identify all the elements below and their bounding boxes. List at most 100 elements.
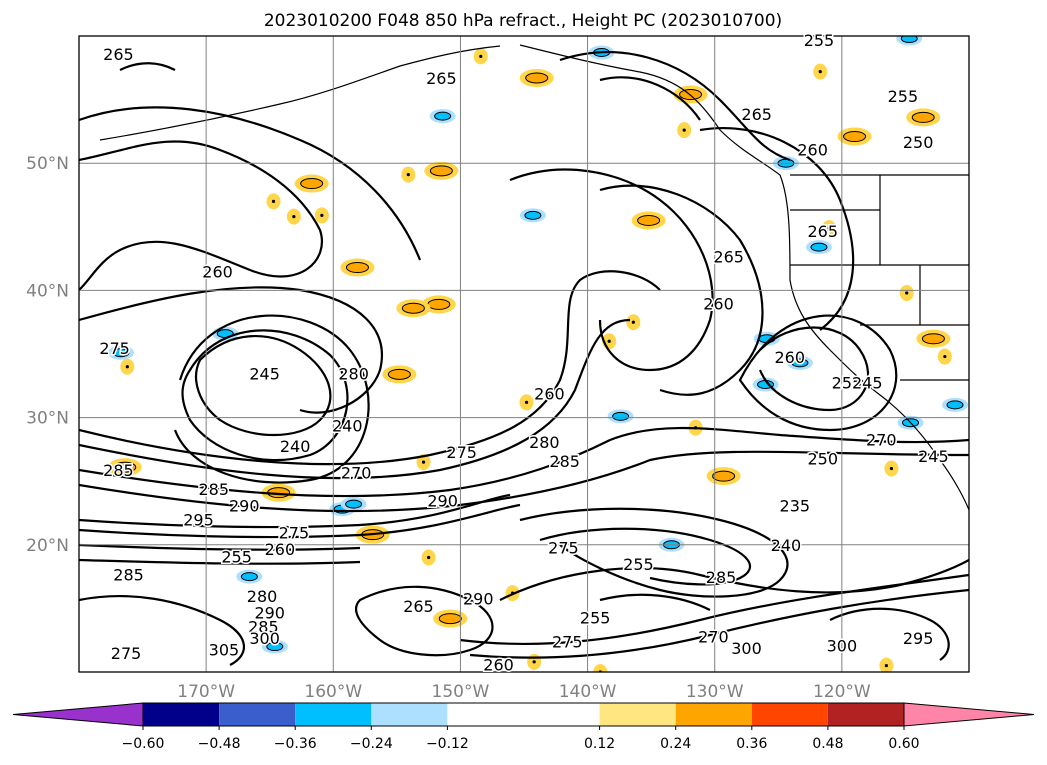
patch-dot bbox=[427, 555, 431, 560]
contour-label: 300 bbox=[827, 637, 858, 656]
contour-label: 255 bbox=[888, 87, 919, 106]
contour-line bbox=[79, 426, 969, 498]
anomaly-patches bbox=[107, 36, 969, 672]
contour-label: 285 bbox=[113, 565, 144, 584]
contour-line bbox=[79, 318, 631, 480]
map-gridlines bbox=[79, 36, 969, 672]
contour-label: 250 bbox=[903, 133, 934, 152]
patch-core bbox=[900, 36, 918, 44]
contour-label: 240 bbox=[280, 437, 311, 456]
contour-label: 255 bbox=[623, 555, 654, 574]
anomaly-patch bbox=[519, 68, 554, 87]
patch-core bbox=[345, 262, 369, 274]
contour-line bbox=[459, 573, 969, 646]
patch-core bbox=[712, 470, 736, 482]
contour-line bbox=[699, 127, 855, 331]
anomaly-patch bbox=[813, 63, 828, 80]
patch-core bbox=[612, 411, 630, 421]
anomaly-patch bbox=[107, 345, 134, 360]
contour-label: 285 bbox=[549, 452, 580, 471]
colorbar-extend-low bbox=[12, 702, 144, 727]
lon-tick-label: 120°W bbox=[813, 682, 871, 702]
contour-label: 275 bbox=[99, 339, 130, 358]
contour-label: 305 bbox=[209, 640, 240, 659]
contour-line bbox=[79, 595, 246, 666]
colorbar-tick-label: 0.48 bbox=[812, 736, 843, 752]
anomaly-patch bbox=[879, 657, 894, 672]
anomaly-patch bbox=[519, 208, 546, 223]
longitude-labels: 170°W 160°W 150°W 140°W 130°W 120°W bbox=[177, 682, 871, 702]
colorbar-tick-label: −0.60 bbox=[122, 736, 165, 752]
colorbar-cell bbox=[599, 703, 676, 726]
contour-line bbox=[519, 507, 789, 598]
anomaly-patch bbox=[120, 358, 135, 375]
anomaly-patch bbox=[899, 284, 914, 301]
colorbar-cell bbox=[827, 703, 904, 726]
contour-label: 270 bbox=[341, 464, 372, 483]
contour-line bbox=[79, 493, 511, 529]
anomaly-patch bbox=[937, 348, 952, 365]
anomaly-patch bbox=[314, 207, 329, 224]
contour-label: 265 bbox=[403, 597, 434, 616]
colorbar-cell bbox=[751, 703, 828, 726]
contour-label: 290 bbox=[427, 492, 458, 511]
height-contours bbox=[79, 51, 969, 666]
lon-tick-label: 170°W bbox=[177, 682, 235, 702]
contour-label: 260 bbox=[265, 540, 296, 559]
patch-core bbox=[266, 642, 284, 652]
patch-core bbox=[593, 664, 608, 672]
contour-line bbox=[181, 329, 349, 462]
lon-tick-label: 140°W bbox=[559, 682, 617, 702]
contour-label: 260 bbox=[483, 656, 514, 675]
anomaly-patch bbox=[294, 174, 329, 193]
patch-core bbox=[525, 72, 549, 84]
colorbar-tick-label: 0.60 bbox=[888, 736, 919, 752]
lat-tick-label: 50°N bbox=[26, 154, 69, 174]
contour-line bbox=[119, 62, 176, 71]
contour-label: 285 bbox=[103, 461, 134, 480]
anomaly-patch bbox=[340, 258, 375, 277]
contour-line bbox=[79, 558, 361, 565]
contour-label: 245 bbox=[918, 447, 949, 466]
contour-line bbox=[79, 270, 661, 466]
contour-label: 275 bbox=[552, 633, 583, 652]
patch-dot bbox=[607, 339, 611, 343]
contour-label: 250 bbox=[808, 450, 839, 469]
contour-label: 275 bbox=[446, 443, 477, 462]
contour-label: 245 bbox=[249, 364, 280, 383]
patch-dot bbox=[905, 291, 909, 295]
coastlines bbox=[99, 44, 969, 511]
contour-label: 275 bbox=[111, 644, 142, 663]
anomaly-patch bbox=[433, 609, 468, 628]
contour-label: 260 bbox=[534, 385, 565, 404]
anomaly-patch bbox=[942, 397, 969, 412]
contour-label: 265 bbox=[713, 247, 744, 266]
contour-label: 255 bbox=[221, 548, 252, 567]
colorbar-tick-label: −0.36 bbox=[274, 736, 317, 752]
anomaly-patch bbox=[107, 458, 142, 477]
patch-core bbox=[637, 214, 661, 226]
contour-line bbox=[79, 543, 361, 551]
contour-line bbox=[599, 593, 711, 611]
anomaly-patch bbox=[286, 208, 301, 225]
colorbar-tick-label: 0.36 bbox=[736, 736, 767, 752]
contour-label: 255 bbox=[832, 373, 863, 392]
chart-title: 2023010200 F048 850 hPa refract., Height… bbox=[264, 11, 782, 31]
patch-core bbox=[429, 165, 453, 177]
anomaly-patch bbox=[706, 467, 741, 486]
lon-tick-label: 130°W bbox=[686, 682, 744, 702]
patch-dot bbox=[532, 660, 536, 664]
patch-dot bbox=[827, 226, 831, 230]
contour-line bbox=[79, 450, 969, 513]
contour-label: 265 bbox=[741, 105, 772, 124]
contour-line bbox=[599, 76, 701, 121]
patch-core bbox=[921, 333, 945, 345]
contour-label: 280 bbox=[529, 433, 560, 452]
contour-line bbox=[79, 140, 323, 291]
contour-line bbox=[79, 106, 422, 261]
patch-dot bbox=[884, 664, 888, 668]
contour-label: 295 bbox=[903, 629, 934, 648]
contour-label: 265 bbox=[808, 222, 839, 241]
